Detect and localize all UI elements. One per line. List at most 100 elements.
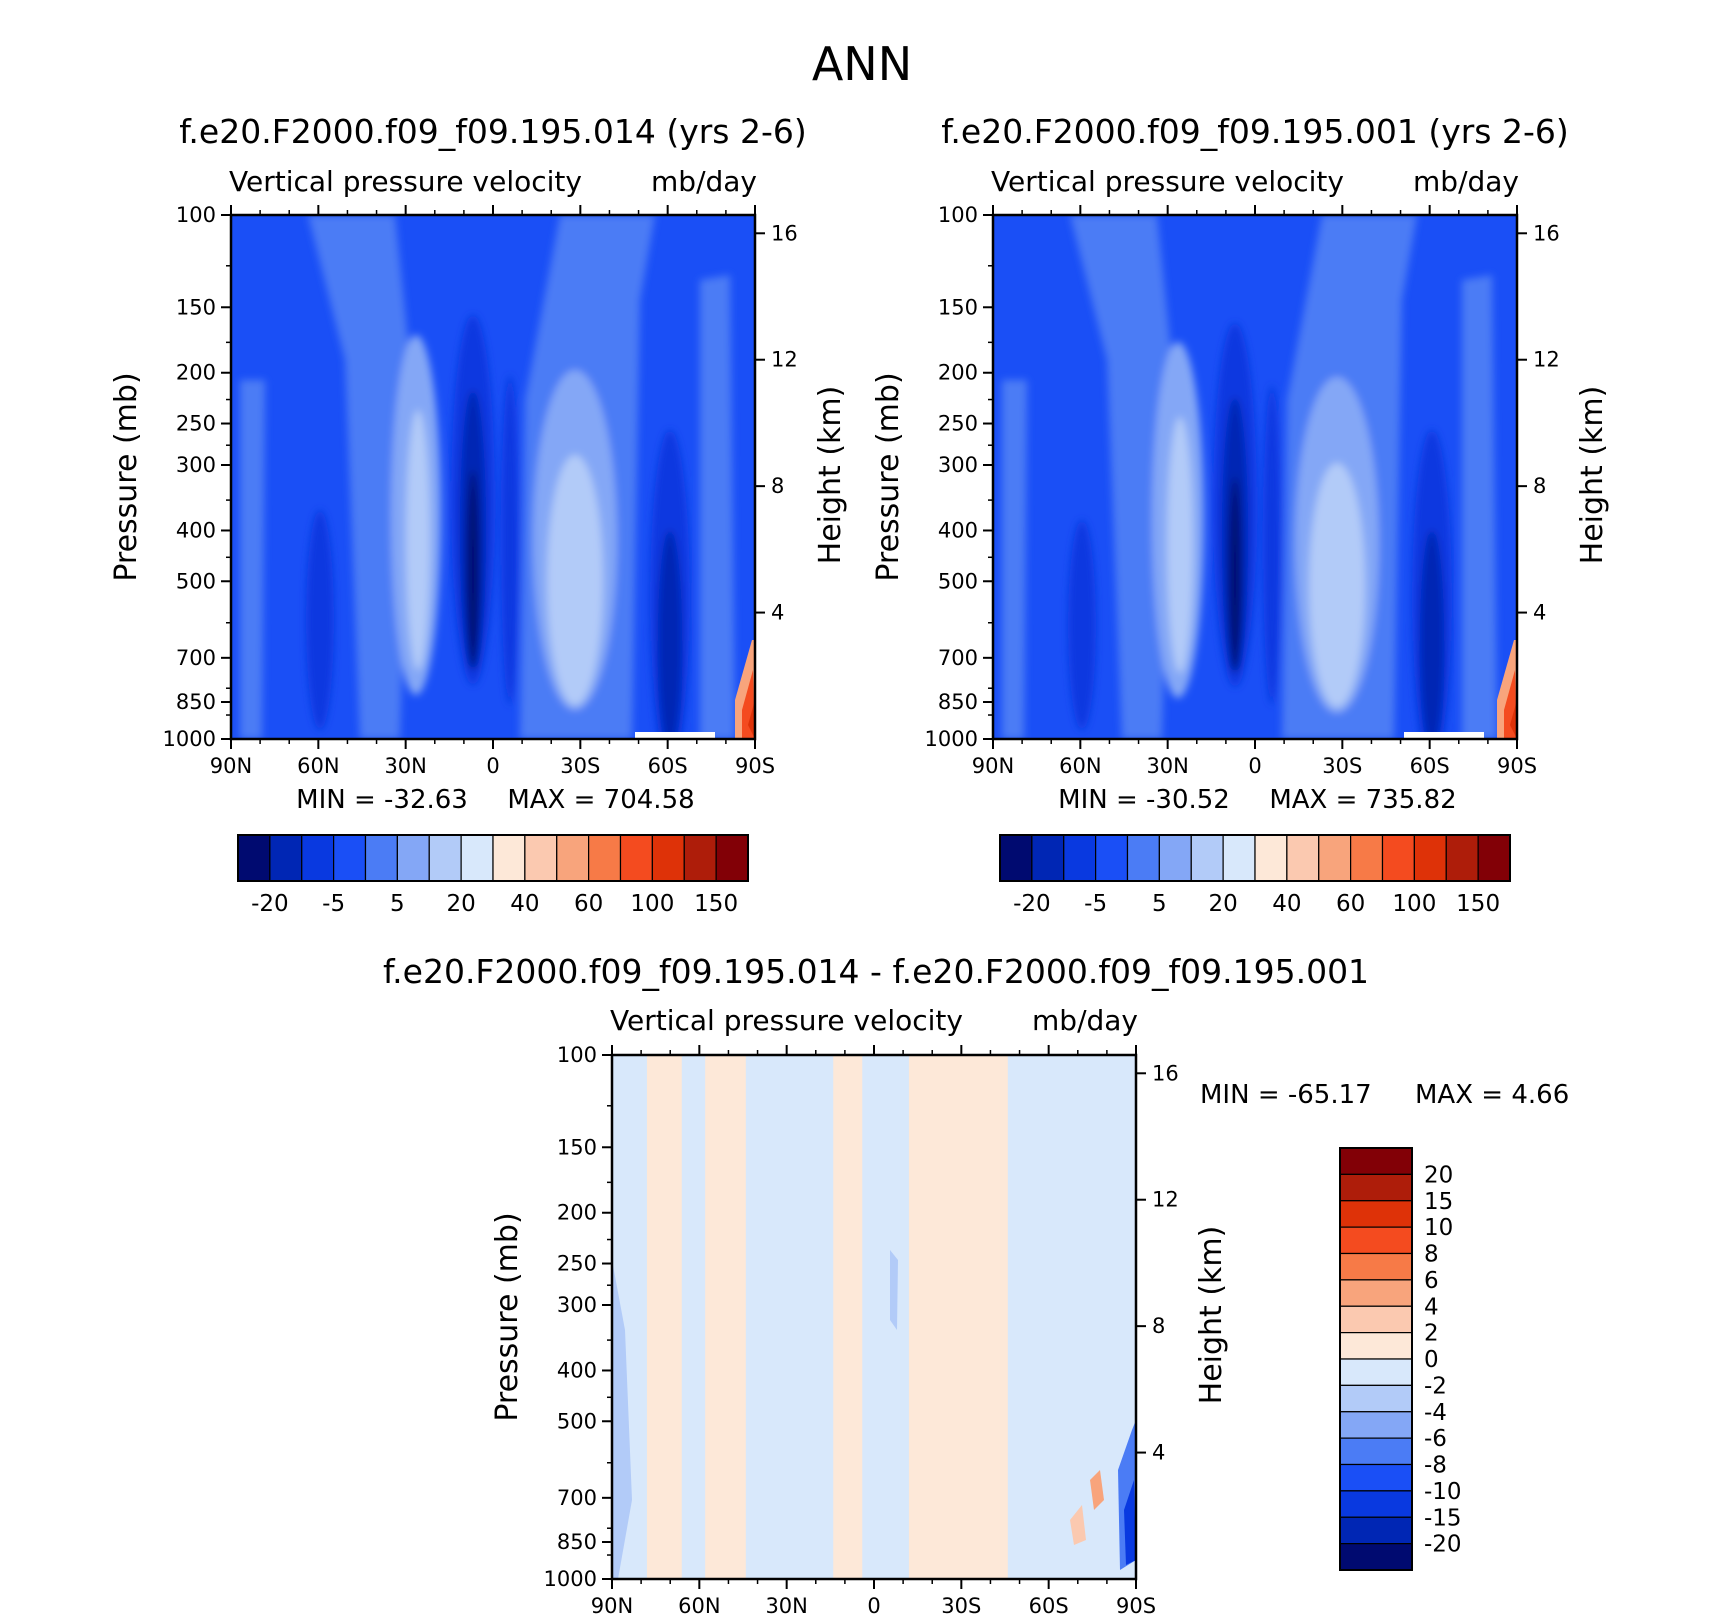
colorbar-swatch bbox=[556, 834, 590, 882]
panel-case-sh-storm-core bbox=[658, 530, 682, 739]
colorbar-swatch bbox=[683, 834, 717, 882]
colorbar-label: 60 bbox=[574, 891, 603, 917]
panel-case: f.e20.F2000.f09_f09.195.014 (yrs 2-6) Ve… bbox=[109, 112, 848, 917]
panel-control-band-nh-descent bbox=[1070, 215, 1172, 739]
colorbar-label: 6 bbox=[1424, 1268, 1439, 1294]
pressure-tick-label: 500 bbox=[938, 569, 978, 593]
colorbar-swatch bbox=[1339, 1490, 1413, 1518]
colorbar-swatch bbox=[1063, 834, 1097, 882]
panel-case-band-north-polar bbox=[240, 380, 265, 739]
panel-case-title: f.e20.F2000.f09_f09.195.014 (yrs 2-6) bbox=[179, 112, 807, 151]
colorbar-frame bbox=[1339, 1147, 1413, 1571]
y2-axis-label: Height (km) bbox=[1575, 386, 1610, 565]
pressure-tick-label: 200 bbox=[557, 1201, 597, 1225]
colorbar-swatch bbox=[651, 834, 685, 882]
panel-control-sh-subsidence-inner bbox=[1309, 463, 1365, 707]
latitude-tick-label: 0 bbox=[1248, 754, 1261, 778]
panel-control-subtitle-units: mb/day bbox=[1413, 165, 1519, 198]
difference-band bbox=[646, 1055, 682, 1579]
colorbar-swatch bbox=[999, 834, 1033, 882]
pressure-tick-label: 1000 bbox=[163, 727, 216, 751]
y2-axis-label: Height (km) bbox=[1194, 1226, 1229, 1405]
colorbar-swatch bbox=[1031, 834, 1065, 882]
height-tick-label: 16 bbox=[1533, 221, 1560, 245]
panel-difference-title: f.e20.F2000.f09_f09.195.014 - f.e20.F200… bbox=[383, 952, 1369, 991]
colorbar-swatch bbox=[1318, 834, 1352, 882]
colorbar-label: 20 bbox=[446, 891, 475, 917]
height-tick-label: 4 bbox=[1533, 601, 1546, 625]
panel-control-min-label: MIN = -30.52 bbox=[1058, 785, 1230, 815]
colorbar-swatch bbox=[1339, 1332, 1413, 1360]
colorbar-label: -5 bbox=[1084, 891, 1107, 917]
pressure-tick-label: 100 bbox=[557, 1043, 597, 1067]
panel-control-subtitle-variable: Vertical pressure velocity bbox=[991, 165, 1344, 198]
y-axis-label: Pressure (mb) bbox=[490, 1212, 525, 1421]
latitude-tick-label: 90S bbox=[1497, 754, 1537, 778]
pressure-tick-label: 300 bbox=[938, 453, 978, 477]
pressure-tick-label: 250 bbox=[176, 412, 216, 436]
colorbar-swatch bbox=[1339, 1437, 1413, 1466]
panel-difference-bands bbox=[612, 1055, 1136, 1579]
panel-difference-details bbox=[612, 1250, 1136, 1579]
colorbar-swatch bbox=[1339, 1252, 1413, 1281]
colorbar-swatch bbox=[1381, 834, 1415, 882]
colorbar-swatch bbox=[1286, 834, 1320, 882]
panel-control-antarctic-topography bbox=[1404, 640, 1517, 739]
colorbar-label: -2 bbox=[1424, 1373, 1447, 1399]
panel-case-antarctic-topography bbox=[635, 640, 755, 739]
y-axis-label: Pressure (mb) bbox=[109, 372, 144, 581]
height-tick-label: 4 bbox=[1152, 1441, 1165, 1465]
colorbar-frame bbox=[999, 834, 1511, 882]
latitude-tick-label: 90N bbox=[591, 1594, 633, 1616]
colorbar-swatch bbox=[301, 834, 335, 882]
pressure-tick-label: 500 bbox=[557, 1409, 597, 1433]
colorbar-label: -20 bbox=[1013, 891, 1051, 917]
panel-control-max-label: MAX = 735.82 bbox=[1269, 785, 1456, 815]
colorbar-swatch bbox=[492, 834, 526, 882]
panel-control-band-sh-polar bbox=[1462, 275, 1497, 739]
panel-case-colorbar: -20 -5 5 20 40 60 100 150 bbox=[237, 834, 749, 917]
colorbar-swatch bbox=[715, 834, 749, 882]
latitude-tick-label: 90S bbox=[1116, 1594, 1156, 1616]
height-tick-label: 16 bbox=[1152, 1061, 1179, 1085]
colorbar-frame bbox=[237, 834, 749, 882]
colorbar-label: 2 bbox=[1424, 1321, 1439, 1347]
height-tick-label: 12 bbox=[771, 348, 798, 372]
latitude-tick-label: 60N bbox=[678, 1594, 720, 1616]
pressure-tick-label: 100 bbox=[176, 203, 216, 227]
latitude-tick-label: 90N bbox=[210, 754, 252, 778]
latitude-tick-label: 0 bbox=[486, 754, 499, 778]
panel-case-nh-subsidence-inner bbox=[406, 410, 430, 670]
pressure-tick-label: 850 bbox=[557, 1530, 597, 1554]
colorbar-swatch bbox=[1339, 1305, 1413, 1334]
pressure-tick-label: 200 bbox=[938, 361, 978, 385]
pressure-tick-label: 700 bbox=[557, 1486, 597, 1510]
colorbar-swatch bbox=[1222, 834, 1256, 882]
latitude-tick-label: 60S bbox=[1410, 754, 1450, 778]
pressure-tick-label: 150 bbox=[176, 295, 216, 319]
panel-case-min-label: MIN = -32.63 bbox=[296, 785, 468, 815]
latitude-tick-label: 60S bbox=[1029, 1594, 1069, 1616]
panel-case-plot bbox=[231, 215, 755, 739]
colorbar-swatch bbox=[1339, 1147, 1413, 1175]
panel-case-subtitle-variable: Vertical pressure velocity bbox=[229, 165, 582, 198]
panel-case-axes: 100 150 200 250 300 400 500 700 850 1000 16 12 8 4 90N… bbox=[109, 203, 848, 778]
pressure-tick-label: 500 bbox=[176, 569, 216, 593]
colorbar-swatch bbox=[588, 834, 622, 882]
panel-control-nh-subsidence-inner bbox=[1167, 417, 1193, 673]
colorbar-swatch bbox=[333, 834, 367, 882]
pressure-tick-label: 400 bbox=[938, 518, 978, 542]
latitude-tick-label: 30S bbox=[560, 754, 600, 778]
pressure-tick-label: 150 bbox=[938, 295, 978, 319]
colorbar-swatch bbox=[1126, 834, 1160, 882]
colorbar-label: -4 bbox=[1424, 1400, 1447, 1426]
colorbar-swatch bbox=[1339, 1384, 1413, 1413]
panel-control-itcz-peak bbox=[1229, 477, 1241, 673]
colorbar-label: 10 bbox=[1424, 1215, 1453, 1241]
colorbar-swatch bbox=[1339, 1358, 1413, 1386]
latitude-tick-label: 60N bbox=[297, 754, 339, 778]
pressure-tick-label: 200 bbox=[176, 361, 216, 385]
pressure-tick-label: 100 bbox=[938, 203, 978, 227]
panel-case-secondary-itcz bbox=[501, 375, 519, 705]
